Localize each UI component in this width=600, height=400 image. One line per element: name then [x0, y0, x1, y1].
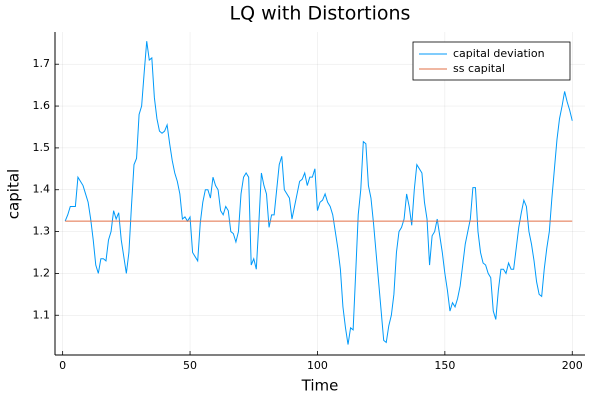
legend-label: ss capital: [453, 62, 505, 75]
y-tick-label: 1.5: [33, 141, 51, 154]
y-axis-label: capital: [5, 169, 23, 219]
y-tick-label: 1.7: [33, 57, 51, 70]
x-tick-label: 0: [59, 359, 66, 372]
line-series: [64, 41, 573, 345]
legend-label: capital deviation: [453, 47, 545, 60]
chart-title: LQ with Distortions: [230, 3, 411, 25]
x-tick-label: 50: [183, 359, 197, 372]
x-axis-label: Time: [301, 377, 339, 395]
y-tick-label: 1.3: [33, 225, 51, 238]
legend-box: [412, 41, 571, 81]
x-tick-label: 200: [562, 359, 583, 372]
y-tick-label: 1.6: [33, 99, 51, 112]
y-tick-label: 1.4: [33, 183, 51, 196]
x-tick-label: 150: [434, 359, 455, 372]
x-tick-label: 100: [307, 359, 328, 372]
y-tick-label: 1.1: [33, 308, 51, 321]
y-tick-label: 1.2: [33, 266, 51, 279]
